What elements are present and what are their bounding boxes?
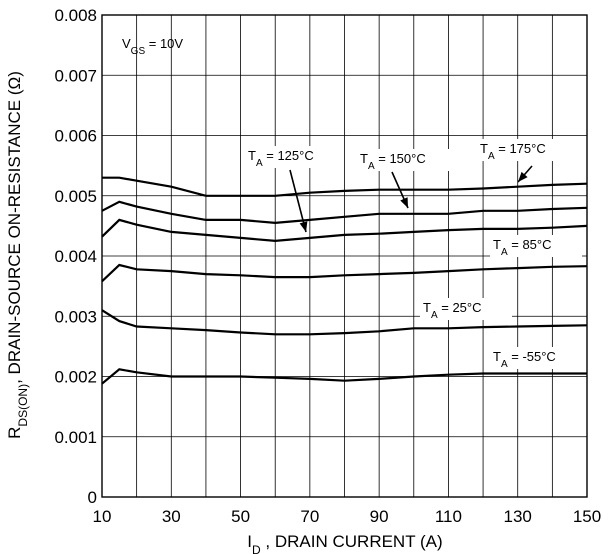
series-line-5 [101,368,587,385]
label-background [490,347,582,369]
label-arrowhead [299,221,308,232]
series-label-text: TA = 175°C [480,141,546,162]
label-arrowhead [518,171,528,182]
label-arrowhead [400,197,408,208]
condition-label: VGS = 10V [122,36,183,57]
x-axis-title: ID , DRAIN CURRENT (A) [247,532,442,554]
series-curves [101,176,588,385]
y-axis-title: RDS(ON), DRAIN-SOURCE ON-RESISTANCE (Ω) [5,71,30,439]
series-label-text: TA = 25°C [423,300,482,321]
x-tick-label: 10 [93,507,112,526]
label-background [490,235,582,257]
y-tick-label: 0.008 [54,6,97,25]
y-tick-label: 0.004 [54,247,97,266]
x-tick-label: 70 [300,507,319,526]
series-line-1 [101,200,588,225]
series-label-5: TA = -55°C [490,347,582,370]
label-background [420,298,512,320]
label-background [357,149,449,171]
series-line-2 [101,218,588,243]
annotations: TA = 175°C TA = 150°C TA = 125°C TA = 85°C T… [245,139,582,370]
tick-labels: 0 0.001 0.002 0.003 0.004 0.005 0.006 0.007 0.00… [54,6,601,526]
y-tick-label: 0.007 [54,66,97,85]
series-label-1: TA = 150°C [357,149,449,172]
series-line-4 [101,309,588,336]
x-tick-label: 50 [231,507,250,526]
series-line-0 [102,176,588,197]
x-tick-label: 150 [573,507,601,526]
y-tick-label: 0.005 [54,187,97,206]
label-background [477,139,569,161]
x-tick-label: 30 [162,507,181,526]
series-label-4: TA = 25°C [420,298,512,321]
y-tick-label: 0 [88,488,97,507]
series-label-2: TA = 125°C [245,146,337,169]
x-tick-label: 110 [435,507,462,526]
series-label-text: TA = 125°C [248,148,314,169]
series-label-text: TA = 85°C [493,237,552,258]
series-label-text: TA = -55°C [493,349,556,370]
y-tick-label: 0.003 [54,307,97,326]
series-line-3 [101,263,588,283]
series-label-text: TA = 150°C [360,151,426,172]
y-tick-label: 0.001 [54,428,97,447]
label-arrow [289,169,307,233]
label-background [245,146,337,168]
y-tick-label: 0.006 [54,127,97,146]
x-tick-label: 130 [504,507,532,526]
x-tick-label: 90 [370,507,389,526]
series-label-3: TA = 85°C [490,235,582,258]
series-label-0: TA = 175°C [477,139,569,162]
plot-frame [101,14,588,498]
y-tick-label: 0.002 [54,368,97,387]
